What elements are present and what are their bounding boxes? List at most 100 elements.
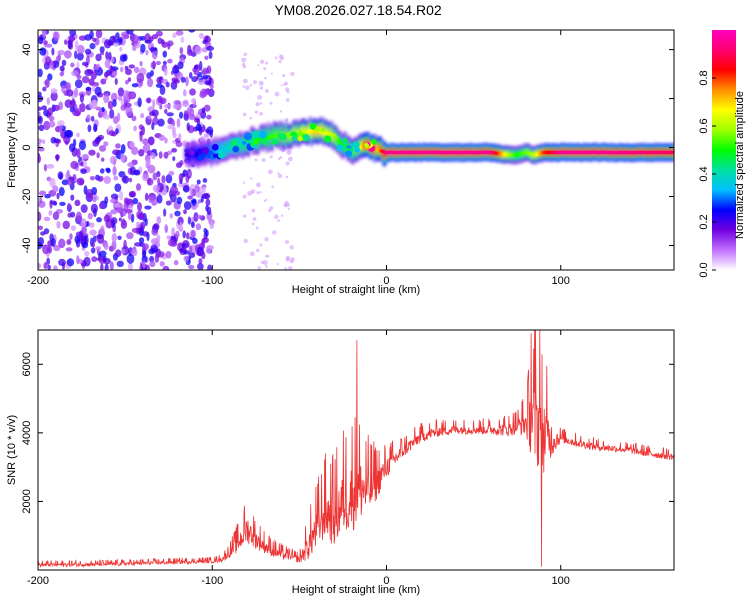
noise-speck [103,71,109,78]
noise-speck [109,198,118,204]
noise-speck [259,243,263,247]
noise-speck [249,251,255,257]
ridge-blob [201,147,210,155]
noise-speck [206,126,214,136]
noise-speck [115,143,121,149]
noise-speck [149,47,157,52]
noise-speck [44,56,52,65]
noise-speck [203,192,211,200]
noise-speck [274,56,278,60]
ridge-blob [336,144,344,152]
noise-speck [247,190,253,196]
noise-speck [167,42,171,50]
noise-speck [38,147,45,152]
noise-speck [142,173,150,182]
noise-speck [103,214,111,223]
noise-speck [46,97,50,106]
noise-speck [129,92,135,99]
noise-speck [173,99,181,105]
noise-speck [38,236,45,246]
noise-speck [271,185,274,189]
noise-speck [270,72,273,75]
noise-speck [79,93,84,103]
noise-speck [80,218,87,228]
noise-speck [162,60,167,66]
noise-speck [249,83,252,87]
noise-speck [287,156,293,162]
ridge-blob [352,141,360,149]
noise-speck [83,256,91,267]
noise-speck [188,245,193,254]
noise-speck [190,230,196,238]
noise-speck [128,64,136,69]
noise-speck [175,230,180,239]
noise-speck [112,149,120,156]
noise-speck [152,184,160,193]
noise-speck [176,118,181,128]
noise-speck [209,84,214,90]
ridge-blob [252,130,260,139]
noise-speck [127,162,135,168]
noise-speck [163,151,169,159]
snr-x-tick-label: 100 [552,575,570,587]
spectrogram-y-tick-label: -20 [21,189,33,205]
noise-speck [76,148,81,159]
noise-speck [90,203,98,214]
noise-speck [100,157,105,162]
noise-speck [52,185,59,193]
noise-speck [76,177,85,186]
noise-speck [100,263,104,270]
noise-speck [109,261,114,270]
noise-speck [117,36,123,43]
noise-speck [61,59,67,67]
noise-speck [74,79,83,89]
noise-speck [169,193,177,203]
noise-speck [99,250,107,258]
noise-speck [104,263,109,270]
noise-speck [180,36,185,44]
ridge-blob [364,143,370,149]
noise-speck [203,133,210,138]
snr-y-tick-label: 6000 [21,352,33,376]
noise-speck [74,235,81,244]
noise-speck [186,106,192,116]
noise-speck [265,198,268,202]
noise-speck [103,257,111,265]
noise-speck [144,39,152,44]
noise-speck [179,159,184,166]
noise-speck [190,221,195,229]
noise-speck [175,30,184,36]
noise-speck [277,172,280,175]
noise-speck [38,211,42,222]
noise-speck [194,45,202,55]
noise-speck [153,223,160,231]
noise-speck [179,222,183,231]
noise-speck [201,75,209,80]
noise-speck [69,30,77,37]
noise-speck [111,240,117,251]
noise-speck [110,92,118,102]
noise-speck [145,158,151,167]
noise-speck [98,202,105,210]
noise-speck [167,124,175,130]
noise-speck [129,141,135,149]
noise-speck [138,149,145,157]
noise-speck [186,122,190,131]
colorbar-tick-label: 0.4 [698,166,710,181]
noise-speck [202,185,207,194]
noise-speck [66,89,74,97]
noise-speck [46,163,55,169]
noise-speck [131,115,137,122]
noise-speck [242,214,247,218]
noise-speck [38,142,41,148]
noise-speck [195,123,202,132]
noise-speck [135,221,141,229]
noise-speck [151,49,158,60]
noise-speck [42,139,46,144]
noise-speck [112,99,117,107]
noise-speck [131,146,139,156]
noise-speck [168,170,175,176]
snr-y-tick-label: 2000 [21,489,33,513]
noise-speck [45,43,53,48]
